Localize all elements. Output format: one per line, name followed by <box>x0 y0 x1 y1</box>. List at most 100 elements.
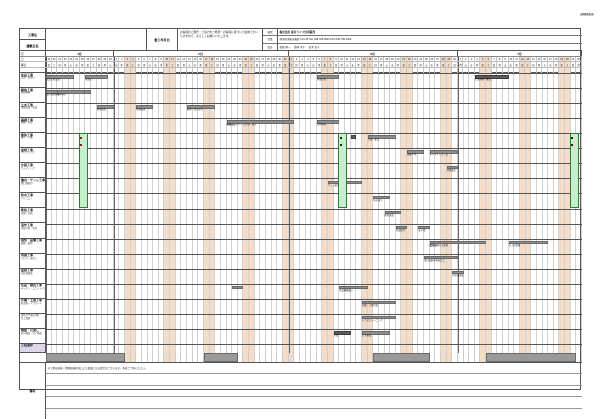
weeknum-cell <box>503 67 509 73</box>
weekday-cell: 月 <box>181 62 188 67</box>
label-project-name: 工事名 <box>20 29 45 40</box>
gantt-bar[interactable] <box>418 225 430 230</box>
weeknum-cell <box>181 67 188 73</box>
day-number-cell: 22 <box>233 57 238 62</box>
day-column <box>446 73 453 353</box>
gantt-bar[interactable] <box>446 165 458 169</box>
weeknum-cell <box>221 67 227 73</box>
milestone-column[interactable] <box>338 133 348 209</box>
gantt-bar[interactable] <box>226 120 295 124</box>
task-subtitle: 地盤改良・造成 <box>21 107 38 110</box>
day-number-cell: 23 <box>413 57 419 62</box>
gantt-bar[interactable] <box>407 150 425 154</box>
task-label-row[interactable]: 住設・器具工事 キッチン・ユニットバス <box>20 284 45 299</box>
day-column <box>227 73 233 353</box>
gantt-bar[interactable] <box>424 255 458 260</box>
milestone-marker[interactable] <box>571 137 574 140</box>
milestone-marker[interactable] <box>80 144 83 147</box>
weekday-cell: 水 <box>113 62 120 67</box>
task-name: 外構・土間工事 <box>21 298 43 303</box>
task-label-row[interactable]: クリーニング 仕上清掃 <box>20 314 45 329</box>
weeknum-cell <box>537 67 543 73</box>
task-label-row[interactable]: 外構・土間工事 駐車場・アプローチ <box>20 299 45 314</box>
milestone-marker[interactable] <box>339 137 342 140</box>
day-number-cell: 19 <box>46 57 52 62</box>
weekday-cell: 日 <box>215 62 221 67</box>
task-label-row[interactable]: 外装工事 サイディング <box>20 163 45 179</box>
weekday-cell: 土 <box>525 62 532 67</box>
gantt-bar[interactable] <box>57 90 86 94</box>
task-label-row[interactable]: 建具・サッシ工事 開口部取付 <box>20 178 45 194</box>
weekday-cell: 木 <box>238 62 244 67</box>
day-column <box>334 73 340 353</box>
gantt-bar[interactable] <box>367 135 396 139</box>
gantt-bar[interactable] <box>96 105 114 109</box>
gantt-bar[interactable] <box>187 105 216 109</box>
gantt-bar[interactable] <box>339 285 368 290</box>
gantt-bar[interactable] <box>232 285 244 290</box>
gantt-bar[interactable] <box>373 195 391 200</box>
milestone-marker[interactable] <box>339 144 342 147</box>
task-label-row[interactable]: 解体工事 既存解体 <box>20 88 45 104</box>
gantt-bar[interactable] <box>384 210 402 215</box>
milestone-marker[interactable] <box>571 144 574 147</box>
gantt-bar[interactable] <box>429 150 458 154</box>
gantt-bar[interactable] <box>316 75 340 79</box>
day-column <box>243 73 250 353</box>
day-number-cell: 31 <box>282 57 289 62</box>
task-subtitle: 足場・仮囲い <box>21 77 35 80</box>
day-number-cell: 4 <box>130 57 137 62</box>
milestone-marker[interactable] <box>80 137 83 140</box>
gantt-bar[interactable] <box>429 240 487 245</box>
day-column <box>435 73 441 353</box>
project-name-input[interactable] <box>46 29 147 50</box>
task-label-row[interactable]: 内装工事 クロス・床仕上 <box>20 254 45 269</box>
task-label-row[interactable]: 造作工事 内部下地・造作 <box>20 223 45 239</box>
task-label-row[interactable]: 検査・引渡し 社内検査・完了検査 <box>20 329 45 344</box>
gantt-bar[interactable] <box>136 105 154 109</box>
gantt-bar[interactable] <box>361 316 396 320</box>
weekday-cell: 木 <box>198 62 204 67</box>
gantt-bar[interactable] <box>452 270 464 275</box>
gantt-bar[interactable] <box>508 240 549 245</box>
progress-cell <box>430 353 436 362</box>
task-label-row[interactable]: 電気・設備工事 配線・配管 <box>20 239 45 254</box>
task-label-row[interactable]: 躯体工事 建方・上棟 <box>20 133 45 149</box>
weekday-cell: 金 <box>401 62 407 67</box>
note-line[interactable] <box>46 374 582 386</box>
gantt-bar-label: 外構・土間打設 <box>361 305 379 308</box>
row-gridline <box>46 328 582 330</box>
task-label-row[interactable]: 塗装工事 内外部塗装 <box>20 269 45 284</box>
note-line[interactable] <box>46 386 582 398</box>
gantt-bar[interactable] <box>361 331 391 335</box>
weekday-cell: 土 <box>564 62 571 67</box>
milestone-column[interactable] <box>569 133 579 209</box>
gantt-grid[interactable]: 仮設足場設置 仮囲い 外部足場 足場解体・撤去 既存建物解体 廃材処分 地盤調査 地盤改良 掘削… <box>46 73 582 353</box>
gantt-bar[interactable] <box>333 331 351 335</box>
note-line[interactable]: ※工程は天候・資材調達状況により変更になる場合がございます。予めご了承ください。 <box>46 363 582 375</box>
note-line[interactable] <box>46 397 582 409</box>
gantt-bar[interactable] <box>85 75 109 79</box>
gantt-bar-label: クロス貼り・床仕上 <box>424 259 445 262</box>
task-name: 電気・設備工事 <box>21 238 43 243</box>
day-number-cell: 24 <box>419 57 424 62</box>
task-label-row[interactable]: 基礎工事 配筋・打設 <box>20 118 45 134</box>
task-label-row[interactable]: 仮設工事 足場・仮囲い <box>20 73 45 89</box>
note-line[interactable] <box>46 409 582 419</box>
task-label-row[interactable]: 防水工事 バルコニー <box>20 193 45 209</box>
milestone-column[interactable] <box>78 133 88 209</box>
gantt-bar[interactable] <box>395 225 408 230</box>
gantt-bar[interactable] <box>46 75 75 79</box>
gantt-bar[interactable] <box>316 120 340 124</box>
day-number-cell: 9 <box>334 57 340 62</box>
gantt-bar[interactable] <box>350 135 357 139</box>
task-label-row[interactable]: 屋根工事 ルーフィング <box>20 148 45 164</box>
task-label-row[interactable]: 断熱工事 充填・気密 <box>20 208 45 224</box>
weekday-cell: 木 <box>277 62 283 67</box>
gantt-bar[interactable] <box>361 301 396 305</box>
day-column <box>97 73 103 353</box>
task-label-row[interactable]: 土木工事 地盤改良・造成 <box>20 103 45 119</box>
weekday-cell: 水 <box>272 62 278 67</box>
day-number-cell: 29 <box>446 57 453 62</box>
gantt-bar[interactable] <box>474 75 509 79</box>
